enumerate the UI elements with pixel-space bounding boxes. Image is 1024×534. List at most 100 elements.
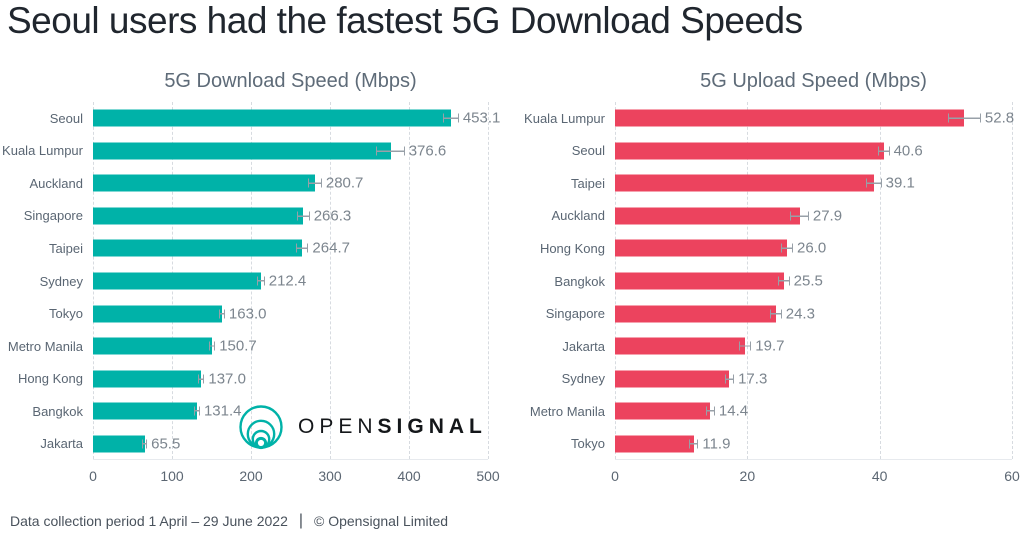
value-label: 40.6 [893,142,923,160]
bar-track: 40.6 [615,135,1012,168]
error-bar [781,243,793,253]
gridline [488,102,489,459]
value-label: 14.4 [718,402,749,420]
bar-row: Metro Manila 150.7 [0,330,512,363]
category-label: Tokyo [571,436,605,452]
category-label: Jakarta [40,436,83,452]
value-label: 26.0 [796,239,827,257]
gridline [330,102,331,459]
bar-row: Jakarta 19.7 [512,330,1024,363]
value-label: 131.4 [203,402,242,420]
value-label: 264.7 [312,239,350,257]
bar-track: 163.0 [93,297,488,330]
error-bar [218,309,225,319]
category-label: Taipei [49,240,83,256]
bar-row: Metro Manila 14.4 [512,395,1024,428]
upload-speed-chart: 5G Upload Speed (Mbps) Kuala Lumpur 52.8 S… [512,64,1024,494]
category-label: Metro Manila [7,338,83,354]
x-axis-tick-label: 100 [160,468,184,484]
bar [615,207,800,225]
bar [93,435,145,453]
bar-row: Seoul 40.6 [512,135,1024,168]
data-collection-period: Data collection period 1 April – 29 June… [10,513,288,529]
bar-track: 11.9 [615,427,1012,460]
bar [93,337,213,355]
download-plot-area: Seoul 453.1 Kuala Lumpur 376.6 Auckland 280.7… [0,102,512,460]
value-label: 25.5 [793,272,823,290]
error-bar [208,341,216,351]
bar [615,305,776,323]
bar [93,239,303,257]
error-bar [705,406,715,416]
error-bar [865,178,882,188]
bar [93,402,197,420]
category-label: Auckland [29,175,83,191]
bar-track: 52.8 [615,102,1015,135]
category-label: Sydney [39,273,83,289]
x-axis-tick-label: 20 [739,468,756,484]
category-label: Kuala Lumpur [524,110,605,126]
category-label: Singapore [545,306,605,322]
bar [93,174,315,192]
error-bar [198,374,205,384]
page-title: Seoul users had the fastest 5G Download … [7,0,803,41]
value-label: 150.7 [219,337,257,355]
gridline [1012,102,1013,459]
error-bar [877,146,890,156]
footer: Data collection period 1 April – 29 June… [10,512,448,530]
value-label: 453.1 [462,109,501,127]
bar [615,402,711,420]
bar-row: Seoul 453.1 [0,102,512,135]
error-bar [689,439,699,449]
bar-row: Taipei 39.1 [512,167,1024,200]
bar-track: 26.0 [615,232,1012,265]
error-bar [376,146,405,156]
error-bar [443,113,459,123]
category-label: Taipei [571,175,605,191]
bar-rows: Kuala Lumpur 52.8 Seoul 40.6 Taipei 39.1 Auckl… [512,102,1024,460]
copyright-notice: © Opensignal Limited [314,513,449,529]
upload-plot-area: Kuala Lumpur 52.8 Seoul 40.6 Taipei 39.1 Auckl… [512,102,1024,460]
bar-track: 280.7 [93,167,488,200]
gridline [409,102,410,459]
bar-track: 376.6 [93,135,488,168]
bar-track: 14.4 [615,395,1012,428]
bar-track: 27.9 [615,200,1012,233]
bar-row: Sydney 17.3 [512,362,1024,395]
error-bar [947,113,981,123]
error-bar [295,243,309,253]
category-label: Metro Manila [529,403,605,419]
error-bar [724,374,735,384]
bar [615,337,746,355]
value-label: 19.7 [755,337,785,355]
opensignal-logo: OPENSIGNAL [237,402,487,452]
category-label: Bangkok [554,273,605,289]
error-bar [142,439,148,449]
bar [615,370,730,388]
category-label: Kuala Lumpur [2,143,83,159]
category-label: Hong Kong [17,371,83,387]
x-axis-tick-label: 0 [611,468,619,484]
bar-row: Jakarta 65.5 [0,427,512,460]
bar [93,305,222,323]
bar [615,239,788,257]
gridline [879,102,881,459]
x-axis-tick-label: 500 [476,468,500,484]
bar-row: Singapore 266.3 [0,200,512,233]
bar-track: 137.0 [93,362,488,395]
value-label: 17.3 [738,370,768,388]
bar-row: Kuala Lumpur 52.8 [512,102,1024,135]
x-axis-tick-label: 40 [871,468,888,484]
error-bar [256,276,265,286]
value-label: 137.0 [208,370,246,388]
category-label: Seoul [571,143,605,159]
category-label: Auckland [551,208,605,224]
error-bar [777,276,790,286]
x-axis-tick-label: 300 [318,468,342,484]
category-label: Tokyo [49,306,83,322]
x-axis-ticks: 0 20 40 60 [611,468,1020,488]
bar-track: 266.3 [93,200,488,233]
bar [93,142,391,160]
value-label: 52.8 [984,109,1015,127]
